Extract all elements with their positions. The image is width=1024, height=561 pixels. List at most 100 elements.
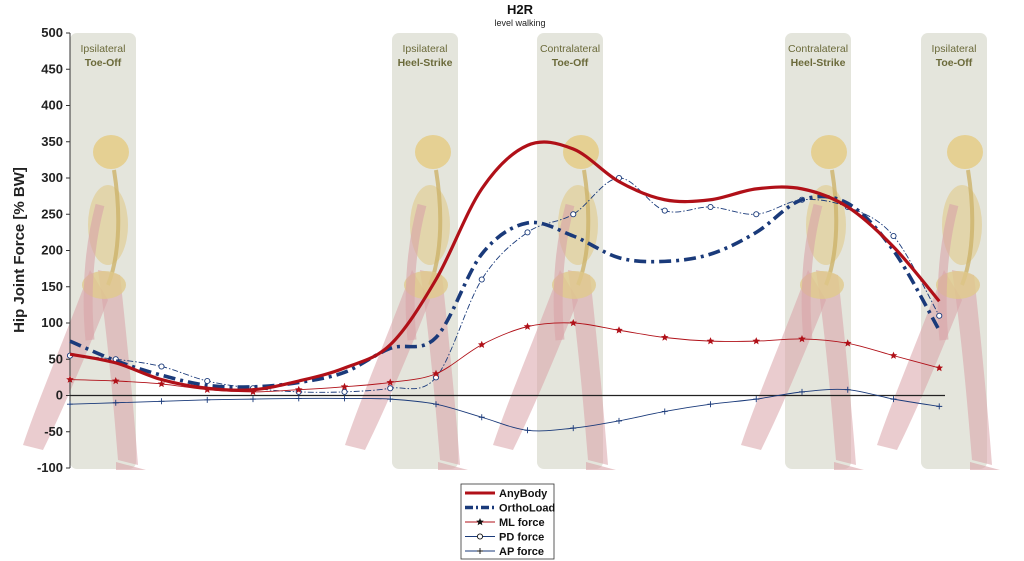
skull [415, 135, 451, 169]
phase-label-line2: Heel-Strike [791, 57, 846, 69]
phase-label-line1: Ipsilateral [81, 43, 126, 55]
y-tick-label: 0 [56, 388, 63, 403]
series-marker-circle [753, 211, 760, 218]
series-marker-plus [707, 401, 714, 408]
series-marker-plus [890, 396, 897, 403]
phase-label-line2: Toe-Off [936, 57, 973, 69]
leg-muscle-front [568, 270, 608, 465]
y-tick-label: 300 [41, 170, 63, 185]
series-marker-star [889, 351, 898, 359]
series-marker-plus [753, 396, 760, 403]
y-tick-label: -100 [37, 460, 63, 475]
series-group [66, 140, 944, 434]
legend-box [460, 483, 555, 560]
legend-label: ML force [499, 517, 545, 529]
series-marker-circle [341, 388, 348, 395]
series-marker-circle [478, 276, 485, 283]
series-marker-plus [67, 401, 73, 408]
series-marker-star [432, 369, 440, 377]
series-marker-plus [799, 388, 805, 395]
series-marker-plus [616, 417, 622, 424]
foot [586, 462, 616, 470]
series-orthoload [69, 194, 941, 389]
phase-label-line2: Heel-Strike [398, 57, 453, 69]
series-marker-star [615, 326, 623, 334]
phase-label-line1: Contralateral [540, 43, 600, 55]
series-marker-circle [387, 385, 394, 392]
foot [970, 462, 1000, 470]
series-marker-plus [936, 403, 943, 410]
y-tick-label: 250 [41, 206, 63, 221]
phase-label-line2: Toe-Off [85, 57, 122, 69]
y-tick-label: 400 [41, 98, 63, 113]
y-axis-label: Hip Joint Force [% BW] [11, 167, 28, 333]
series-marker-plus [433, 401, 439, 408]
series-marker-plus [478, 414, 485, 421]
legend-label: AP force [499, 546, 544, 558]
y-tick-label: 200 [41, 243, 63, 258]
series-marker-plus [158, 398, 165, 405]
series-marker-circle [158, 363, 165, 370]
series-marker-circle [661, 207, 668, 214]
y-tick-label: 150 [41, 279, 63, 294]
series-line [69, 388, 940, 432]
skeleton-figure [23, 135, 146, 470]
series-marker-star [294, 385, 303, 393]
legend: AnyBody OrthoLoad ML force PD force AP force [460, 483, 555, 560]
leg-muscle-front [952, 270, 992, 465]
legend-label: OrthoLoad [499, 503, 555, 515]
arm [801, 203, 823, 341]
foot [438, 462, 468, 470]
arm [553, 203, 575, 341]
series-marker-star [476, 518, 484, 526]
series-marker-plus [524, 427, 531, 434]
y-tick-label: 350 [41, 134, 63, 149]
series-marker-star [660, 333, 669, 341]
legend-label: AnyBody [499, 488, 548, 500]
chart-subtitle: level walking [494, 18, 545, 28]
series-marker-plus [844, 386, 851, 393]
series-anybody [69, 140, 941, 392]
leg-muscle-front [98, 270, 138, 465]
series-marker-star [752, 337, 761, 345]
series-marker-plus [204, 396, 211, 403]
foot [834, 462, 864, 470]
leg-muscle-front [816, 270, 856, 465]
phase-label-line1: Ipsilateral [403, 43, 448, 55]
series-line [69, 194, 941, 389]
y-tick-label: 450 [41, 61, 63, 76]
series-marker-circle [524, 229, 531, 236]
series-marker-circle [570, 211, 577, 218]
series-marker-plus [570, 425, 577, 432]
y-axis: -100 -50 0 50 100 150 200 250 300 350 400 450 500 [37, 25, 71, 475]
series-marker-plus [341, 395, 348, 402]
arm [405, 203, 427, 341]
series-marker-circle [476, 533, 484, 540]
phase-label-line1: Contralateral [788, 43, 848, 55]
series-marker-star [706, 337, 715, 345]
series-line [69, 140, 941, 392]
y-tick-label: 500 [41, 25, 63, 40]
phase-label-line1: Ipsilateral [932, 43, 977, 55]
chart-title: H2R [507, 2, 534, 17]
skull [947, 135, 983, 169]
skeleton-figure [741, 135, 864, 470]
skeleton-figures [23, 135, 1000, 470]
series-ap-force [67, 386, 943, 434]
series-marker-plus [112, 399, 119, 406]
series-marker-circle [936, 312, 943, 319]
series-marker-star [935, 363, 944, 372]
arm [83, 203, 105, 341]
y-tick-label: 100 [41, 315, 63, 330]
series-marker-star [798, 334, 806, 343]
skull [811, 135, 847, 169]
series-marker-star [340, 382, 349, 391]
series-marker-plus [477, 548, 483, 554]
phase-labels: Ipsilateral Toe-Off Ipsilateral Heel-Strike… [81, 43, 977, 69]
y-tick-label: -50 [44, 424, 63, 439]
skull [93, 135, 129, 169]
series-marker-star [249, 387, 257, 396]
series-marker-circle [204, 377, 211, 385]
y-tick-label: 50 [49, 351, 63, 366]
